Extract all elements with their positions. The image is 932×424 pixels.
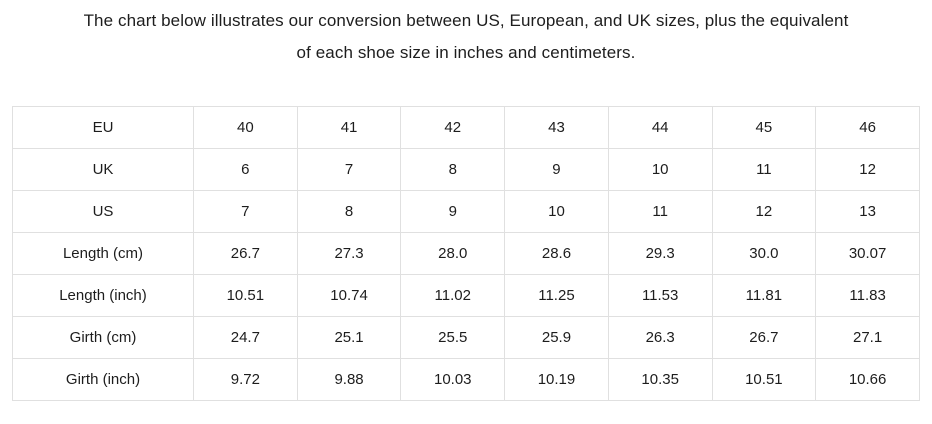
table-cell: 12 [815,148,920,191]
row-header: UK [12,148,194,191]
table-cell: 10.66 [815,358,920,401]
page-title: The chart below illustrates our conversi… [0,0,932,69]
table-cell: 11 [607,190,713,233]
table-cell: 8 [296,190,402,233]
table-cell: 10 [504,190,609,233]
row-header: EU [12,106,194,149]
table-cell: 42 [400,106,506,149]
table-cell: 29.3 [607,232,713,275]
table-cell: 24.7 [193,316,298,359]
row-header: US [12,190,194,233]
table-cell: 9.72 [193,358,298,401]
size-conversion-table: EU 40 41 42 43 44 45 46 UK 6 7 8 9 10 11 12 US 7 8 9 10 11 12 1… [12,106,920,401]
title-line-2: of each shoe size in inches and centimet… [296,43,636,62]
row-header: Length (cm) [12,232,194,275]
table-cell: 25.1 [296,316,402,359]
table-row: UK 6 7 8 9 10 11 12 [12,148,920,191]
table-cell: 11 [711,148,817,191]
table-cell: 44 [607,106,713,149]
table-row: Girth (inch) 9.72 9.88 10.03 10.19 10.35 10.51… [12,358,920,401]
table-cell: 11.81 [711,274,817,317]
table-cell: 26.3 [607,316,713,359]
title-line-1: The chart below illustrates our conversi… [83,11,849,30]
row-header: Girth (inch) [12,358,194,401]
table-cell: 25.9 [504,316,609,359]
table-cell: 7 [296,148,402,191]
row-header: Girth (cm) [12,316,194,359]
row-header: Length (inch) [12,274,194,317]
table-cell: 26.7 [711,316,817,359]
table-cell: 45 [711,106,817,149]
table-cell: 27.1 [815,316,920,359]
table-cell: 6 [193,148,298,191]
table-cell: 41 [296,106,402,149]
table-cell: 28.0 [400,232,506,275]
table-body: EU 40 41 42 43 44 45 46 UK 6 7 8 9 10 11 12 US 7 8 9 10 11 12 1… [12,106,920,401]
table-cell: 10.51 [193,274,298,317]
table-cell: 12 [711,190,817,233]
table-cell: 9 [504,148,609,191]
table-row: Girth (cm) 24.7 25.1 25.5 25.9 26.3 26.7 27.1 [12,316,920,359]
table-cell: 10.35 [607,358,713,401]
table-cell: 9.88 [296,358,402,401]
table-cell: 10.74 [296,274,402,317]
table-cell: 8 [400,148,506,191]
table-cell: 46 [815,106,920,149]
table-cell: 10.19 [504,358,609,401]
table-cell: 11.83 [815,274,920,317]
table-cell: 10.51 [711,358,817,401]
table-row: EU 40 41 42 43 44 45 46 [12,106,920,149]
table-cell: 11.02 [400,274,506,317]
table-cell: 7 [193,190,298,233]
table-cell: 40 [193,106,298,149]
table-cell: 25.5 [400,316,506,359]
table-row: US 7 8 9 10 11 12 13 [12,190,920,233]
table-cell: 27.3 [296,232,402,275]
table-cell: 11.53 [607,274,713,317]
table-row: Length (cm) 26.7 27.3 28.0 28.6 29.3 30.0 30.07 [12,232,920,275]
table-row: Length (inch) 10.51 10.74 11.02 11.25 11.53 11… [12,274,920,317]
table-cell: 30.0 [711,232,817,275]
table-cell: 26.7 [193,232,298,275]
table-cell: 13 [815,190,920,233]
table-cell: 11.25 [504,274,609,317]
table-cell: 10 [607,148,713,191]
table-cell: 9 [400,190,506,233]
table-cell: 28.6 [504,232,609,275]
table-cell: 10.03 [400,358,506,401]
table-cell: 43 [504,106,609,149]
table-cell: 30.07 [815,232,920,275]
